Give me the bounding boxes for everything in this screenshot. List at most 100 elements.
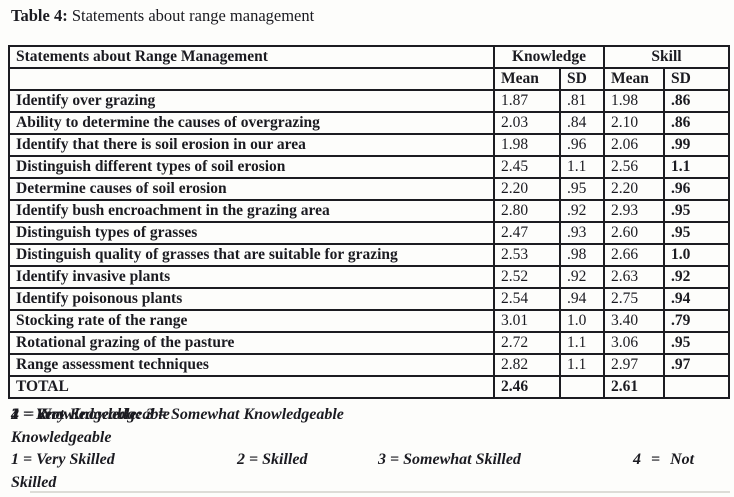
knowledge-sd-cell: .84 — [559, 111, 605, 135]
statement-cell: Distinguish different types of soil eros… — [8, 155, 495, 179]
statements-header: Statements about Range Management — [8, 45, 495, 69]
knowledge-mean-cell: 1.98 — [493, 133, 561, 157]
skill-sd-cell: .79 — [662, 309, 731, 333]
legend-not-skilled-wrap: Skilled — [11, 474, 57, 491]
legend-very-knowledgeable: 1 = Very Knowledgeable — [11, 406, 170, 423]
skill-sd-cell: .95 — [662, 331, 731, 355]
knowledge-sd-cell: 1.1 — [559, 155, 605, 179]
skill-mean-cell: 2.93 — [603, 199, 665, 223]
table-row: Distinguish different types of soil eros… — [8, 155, 731, 179]
bottom-divider — [30, 491, 730, 493]
skill-sd-cell: 1.1 — [662, 155, 731, 179]
knowledge-sd-header: SD — [559, 67, 605, 91]
skill-mean-cell: 2.75 — [603, 287, 665, 311]
knowledge-sd-cell: .96 — [559, 133, 605, 157]
skill-mean-cell: 3.40 — [603, 309, 665, 333]
skill-mean-cell: 2.97 — [603, 353, 665, 377]
skill-sd-cell: .92 — [662, 265, 731, 289]
statement-cell: Distinguish quality of grasses that are … — [8, 243, 495, 267]
skill-sd-cell: .99 — [662, 133, 731, 157]
scale-legend: 1 = Very Knowledgeable 2 = Knowledgeable… — [11, 406, 726, 496]
skill-mean-cell: 2.20 — [603, 177, 665, 201]
knowledge-sd-cell: 1.0 — [559, 309, 605, 333]
knowledge-sd-cell: 1.1 — [559, 331, 605, 355]
statement-cell: Ability to determine the causes of overg… — [8, 111, 495, 135]
total-skill-mean-cell: 2.61 — [603, 375, 665, 399]
table-row: Ability to determine the causes of overg… — [8, 111, 731, 135]
knowledge-sd-cell: .92 — [559, 199, 605, 223]
statement-cell: Distinguish types of grasses — [8, 221, 495, 245]
legend-not-skilled-start: 4 = Not — [633, 451, 695, 468]
legend-very-skilled: 1 = Very Skilled — [11, 451, 115, 468]
legend-somewhat-skilled: 3 = Somewhat Skilled — [378, 451, 521, 468]
statement-cell: Identify that there is soil erosion in o… — [8, 133, 495, 157]
total-knowledge-mean-cell: 2.46 — [493, 375, 561, 399]
knowledge-sd-cell: 1.1 — [559, 353, 605, 377]
statement-cell: Rotational grazing of the pasture — [8, 331, 495, 355]
skill-mean-cell: 2.60 — [603, 221, 665, 245]
table-row: Determine causes of soil erosion 2.20.95 2… — [8, 177, 731, 201]
table-caption-text: Statements about range management — [71, 6, 315, 25]
skill-mean-cell: 2.63 — [603, 265, 665, 289]
skill-mean-cell: 2.56 — [603, 155, 665, 179]
knowledge-sd-cell: .81 — [559, 89, 605, 113]
table-row: Range assessment techniques 2.82 1.1 2.97.9… — [8, 353, 731, 377]
statement-cell: Identify poisonous plants — [8, 287, 495, 311]
skill-sd-cell: .96 — [662, 177, 731, 201]
knowledge-sd-cell: .92 — [559, 265, 605, 289]
knowledge-header: Knowledge — [493, 45, 605, 69]
skill-sd-cell: 1.0 — [662, 243, 731, 267]
statement-cell: Identify over grazing — [8, 89, 495, 113]
header-group-row: Statements about Range Management Knowle… — [8, 45, 731, 69]
knowledge-mean-cell: 2.82 — [493, 353, 561, 377]
header-measure-row: Mean SD Mean SD — [8, 67, 731, 91]
knowledge-mean-cell: 2.52 — [493, 265, 561, 289]
knowledge-mean-cell: 2.53 — [493, 243, 561, 267]
statement-cell: Identify invasive plants — [8, 265, 495, 289]
empty-header-cell — [8, 67, 495, 91]
skill-sd-cell: .86 — [662, 89, 731, 113]
table-row: Identify bush encroachment in the grazin… — [8, 199, 731, 223]
legend-not-knowledgeable-wrap: Knowledgeable — [11, 429, 112, 446]
skill-header: Skill — [602, 45, 731, 69]
table-row: Identify that there is soil erosion in o… — [8, 133, 731, 157]
legend-not-knowledgeable-start: 4 = Not — [11, 406, 65, 423]
total-row: TOTAL 2.46 2.61 — [8, 375, 731, 399]
skill-mean-cell: 2.06 — [603, 133, 665, 157]
skill-mean-cell: 3.06 — [603, 331, 665, 355]
statement-cell: Determine causes of soil erosion — [8, 177, 495, 201]
statement-cell: Range assessment techniques — [8, 353, 495, 377]
knowledge-sd-cell: .93 — [559, 221, 605, 245]
knowledge-mean-cell: 2.45 — [493, 155, 561, 179]
total-skill-sd-cell — [662, 375, 731, 399]
legend-knowledgeable-somewhat: 2 = Knowledgeable: 3 = Somewhat Knowledg… — [11, 406, 344, 423]
skill-mean-header: Mean — [603, 67, 665, 91]
table-row: Identify poisonous plants 2.54.94 2.75.94 — [8, 287, 731, 311]
table-body: Identify over grazing 1.87.81 1.98.86 Abili… — [8, 89, 731, 399]
skill-mean-cell: 2.10 — [603, 111, 665, 135]
knowledge-mean-cell: 1.87 — [493, 89, 561, 113]
total-label-cell: TOTAL — [8, 375, 495, 399]
skill-mean-cell: 2.66 — [603, 243, 665, 267]
knowledge-mean-cell: 3.01 — [493, 309, 561, 333]
total-knowledge-sd-cell — [559, 375, 605, 399]
range-management-table: Statements about Range Management Knowle… — [8, 45, 731, 399]
table-caption: Table 4: Statements about range manageme… — [11, 6, 314, 26]
knowledge-mean-header: Mean — [493, 67, 561, 91]
knowledge-sd-cell: .94 — [559, 287, 605, 311]
skill-sd-cell: .95 — [662, 199, 731, 223]
legend-skilled: 2 = Skilled — [237, 451, 308, 468]
knowledge-mean-cell: 2.03 — [493, 111, 561, 135]
table-row: Distinguish types of grasses 2.47.93 2.60.… — [8, 221, 731, 245]
knowledge-mean-cell: 2.20 — [493, 177, 561, 201]
skill-mean-cell: 1.98 — [603, 89, 665, 113]
table-caption-label: Table 4: — [11, 6, 68, 25]
skill-sd-cell: .95 — [662, 221, 731, 245]
knowledge-sd-cell: .95 — [559, 177, 605, 201]
skill-sd-cell: .86 — [662, 111, 731, 135]
knowledge-mean-cell: 2.80 — [493, 199, 561, 223]
statement-cell: Identify bush encroachment in the grazin… — [8, 199, 495, 223]
statement-cell: Stocking rate of the range — [8, 309, 495, 333]
table-row: Rotational grazing of the pasture 2.72 1.1… — [8, 331, 731, 355]
